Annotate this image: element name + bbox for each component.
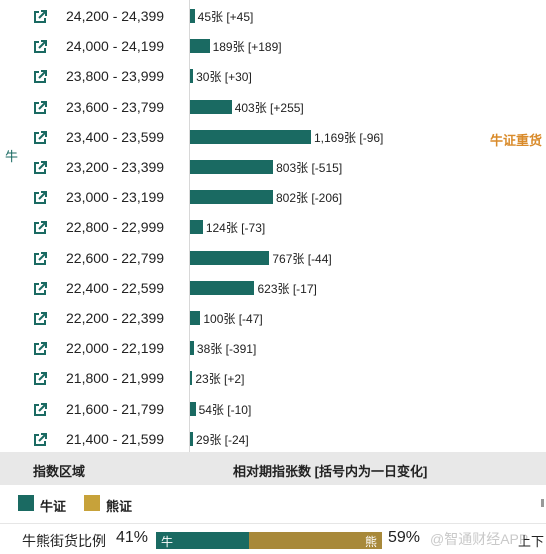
external-link-icon[interactable] bbox=[33, 40, 47, 54]
external-link-icon[interactable] bbox=[33, 161, 47, 175]
legend: 牛证 熊证 bbox=[0, 485, 546, 521]
external-link-icon[interactable] bbox=[33, 312, 47, 326]
bar-value-label: 29张 [-24] bbox=[196, 432, 249, 447]
table-row: 22,600 - 22,799 767张 [-44] bbox=[0, 244, 546, 274]
external-link-icon[interactable] bbox=[33, 100, 47, 115]
table-row: 21,800 - 21,999 23张 [+2] bbox=[0, 364, 546, 394]
index-range-label: 24,000 - 24,199 bbox=[66, 38, 165, 55]
bull-percent: 41% bbox=[116, 529, 149, 546]
bull-bar bbox=[190, 160, 274, 174]
bar-value-label: 767张 [-44] bbox=[272, 251, 332, 266]
bull-bear-ratio: 牛熊街货比例 41% 牛 熊 59% @智通财经APP 上下 bbox=[0, 523, 546, 554]
bar-value-label: 802张 [-206] bbox=[276, 191, 343, 206]
external-link-icon[interactable] bbox=[33, 221, 47, 235]
bull-bar bbox=[190, 99, 232, 114]
bull-bar bbox=[190, 69, 194, 84]
table-row: 22,800 - 22,999 124张 [-73] bbox=[0, 213, 546, 243]
bear-ratio-bar: 熊 bbox=[249, 532, 382, 549]
chart-axis bbox=[189, 0, 190, 452]
bull-bar bbox=[190, 431, 193, 446]
bar-value-label: 38张 [-391] bbox=[196, 342, 257, 357]
index-range-label: 23,600 - 23,799 bbox=[66, 98, 165, 115]
bar-value-label: 124张 [-73] bbox=[205, 221, 266, 236]
bull-side-label: 牛 bbox=[5, 149, 19, 164]
table-row: 23,200 - 23,399 803张 [-515] bbox=[0, 153, 546, 183]
bear-legend-label: 熊证 bbox=[106, 499, 133, 514]
index-range-label: 21,400 - 21,599 bbox=[66, 430, 165, 447]
index-range-label: 22,200 - 22,399 bbox=[66, 310, 165, 326]
bull-bar bbox=[190, 311, 201, 325]
bar-value-label: 23张 [+2] bbox=[195, 372, 245, 387]
bar-value-label: 403张 [+255] bbox=[234, 100, 304, 115]
bear-legend-swatch bbox=[84, 495, 100, 511]
bear-percent: 59% bbox=[388, 529, 421, 546]
index-range-label: 21,800 - 21,999 bbox=[66, 370, 165, 387]
table-row: 21,400 - 21,599 29张 [-24] bbox=[0, 425, 546, 455]
bull-bar bbox=[190, 129, 311, 144]
bull-bar bbox=[190, 220, 203, 235]
bar-value-label: 54张 [-10] bbox=[198, 402, 252, 417]
bull-bar bbox=[190, 280, 255, 295]
bull-bar bbox=[190, 39, 210, 54]
table-row: 23,800 - 23,999 30张 [+30] bbox=[0, 62, 546, 92]
index-range-label: 22,400 - 22,599 bbox=[66, 279, 165, 296]
bull-ratio-bar: 牛 bbox=[156, 532, 249, 549]
bar-value-label: 189张 [+189] bbox=[212, 40, 282, 55]
bull-bar bbox=[190, 250, 270, 265]
table-row: 21,600 - 21,799 54张 [-10] bbox=[0, 395, 546, 425]
bull-legend-label: 牛证 bbox=[40, 499, 67, 514]
table-row: 24,200 - 24,399 45张 [+45] bbox=[0, 2, 546, 32]
external-link-icon[interactable] bbox=[33, 432, 47, 447]
external-link-icon[interactable] bbox=[33, 342, 47, 356]
index-range-label: 23,800 - 23,999 bbox=[66, 68, 165, 85]
index-range-label: 23,400 - 23,599 bbox=[66, 128, 165, 145]
column-header-range: 指数区域 bbox=[33, 464, 86, 479]
table-row: 22,200 - 22,399 100张 [-47] bbox=[0, 304, 546, 334]
table-header: 指数区域 相对期指张数 [括号内为一日变化] bbox=[0, 452, 546, 485]
bar-value-label: 1,169张 [-96] bbox=[314, 130, 384, 145]
table-row: 23,000 - 23,199 802张 [-206] bbox=[0, 183, 546, 213]
ratio-title: 牛熊街货比例 bbox=[22, 533, 106, 549]
column-header-count: 相对期指张数 [括号内为一日变化] bbox=[233, 464, 428, 479]
table-row: 22,000 - 22,199 38张 [-391] bbox=[0, 334, 546, 364]
corner-text: 上下 bbox=[518, 534, 545, 549]
bear-ratio-label: 熊 bbox=[364, 535, 377, 549]
external-link-icon[interactable] bbox=[33, 402, 47, 417]
table-row: 23,600 - 23,799 403张 [+255] bbox=[0, 93, 546, 123]
external-link-icon[interactable] bbox=[33, 372, 47, 386]
bar-value-label: 100张 [-47] bbox=[203, 312, 263, 326]
external-link-icon[interactable] bbox=[33, 251, 47, 266]
bull-bar bbox=[190, 371, 193, 386]
index-range-label: 23,200 - 23,399 bbox=[66, 159, 165, 175]
bar-value-label: 45张 [+45] bbox=[197, 10, 254, 24]
bull-bar bbox=[190, 341, 194, 356]
index-range-label: 22,800 - 22,999 bbox=[66, 219, 165, 236]
index-range-label: 22,600 - 22,799 bbox=[66, 249, 165, 266]
bar-value-label: 30张 [+30] bbox=[196, 70, 252, 85]
bull-ratio-label: 牛 bbox=[161, 535, 174, 549]
external-link-icon[interactable] bbox=[33, 130, 47, 145]
legend-scroll-marker bbox=[541, 499, 544, 507]
index-range-label: 24,200 - 24,399 bbox=[66, 8, 165, 24]
bar-value-label: 803张 [-515] bbox=[276, 161, 343, 175]
index-range-label: 22,000 - 22,199 bbox=[66, 340, 165, 357]
external-link-icon[interactable] bbox=[33, 70, 47, 84]
bar-value-label: 623张 [-17] bbox=[257, 281, 317, 296]
bull-bar bbox=[190, 190, 273, 205]
bull-legend-swatch bbox=[18, 495, 34, 511]
watermark: @智通财经APP bbox=[430, 531, 529, 547]
external-link-icon[interactable] bbox=[33, 10, 47, 24]
index-range-label: 21,600 - 21,799 bbox=[66, 400, 165, 417]
table-row: 24,000 - 24,199 189张 [+189] bbox=[0, 32, 546, 62]
bull-heavy-tag: 牛证重货 bbox=[490, 133, 543, 148]
external-link-icon[interactable] bbox=[33, 191, 47, 205]
bull-bar bbox=[190, 401, 196, 416]
table-row: 23,400 - 23,599 1,169张 [-96] bbox=[0, 123, 546, 153]
index-range-label: 23,000 - 23,199 bbox=[66, 189, 165, 206]
bull-bar bbox=[190, 9, 195, 23]
external-link-icon[interactable] bbox=[33, 281, 47, 296]
table-row: 22,400 - 22,599 623张 [-17] bbox=[0, 274, 546, 304]
